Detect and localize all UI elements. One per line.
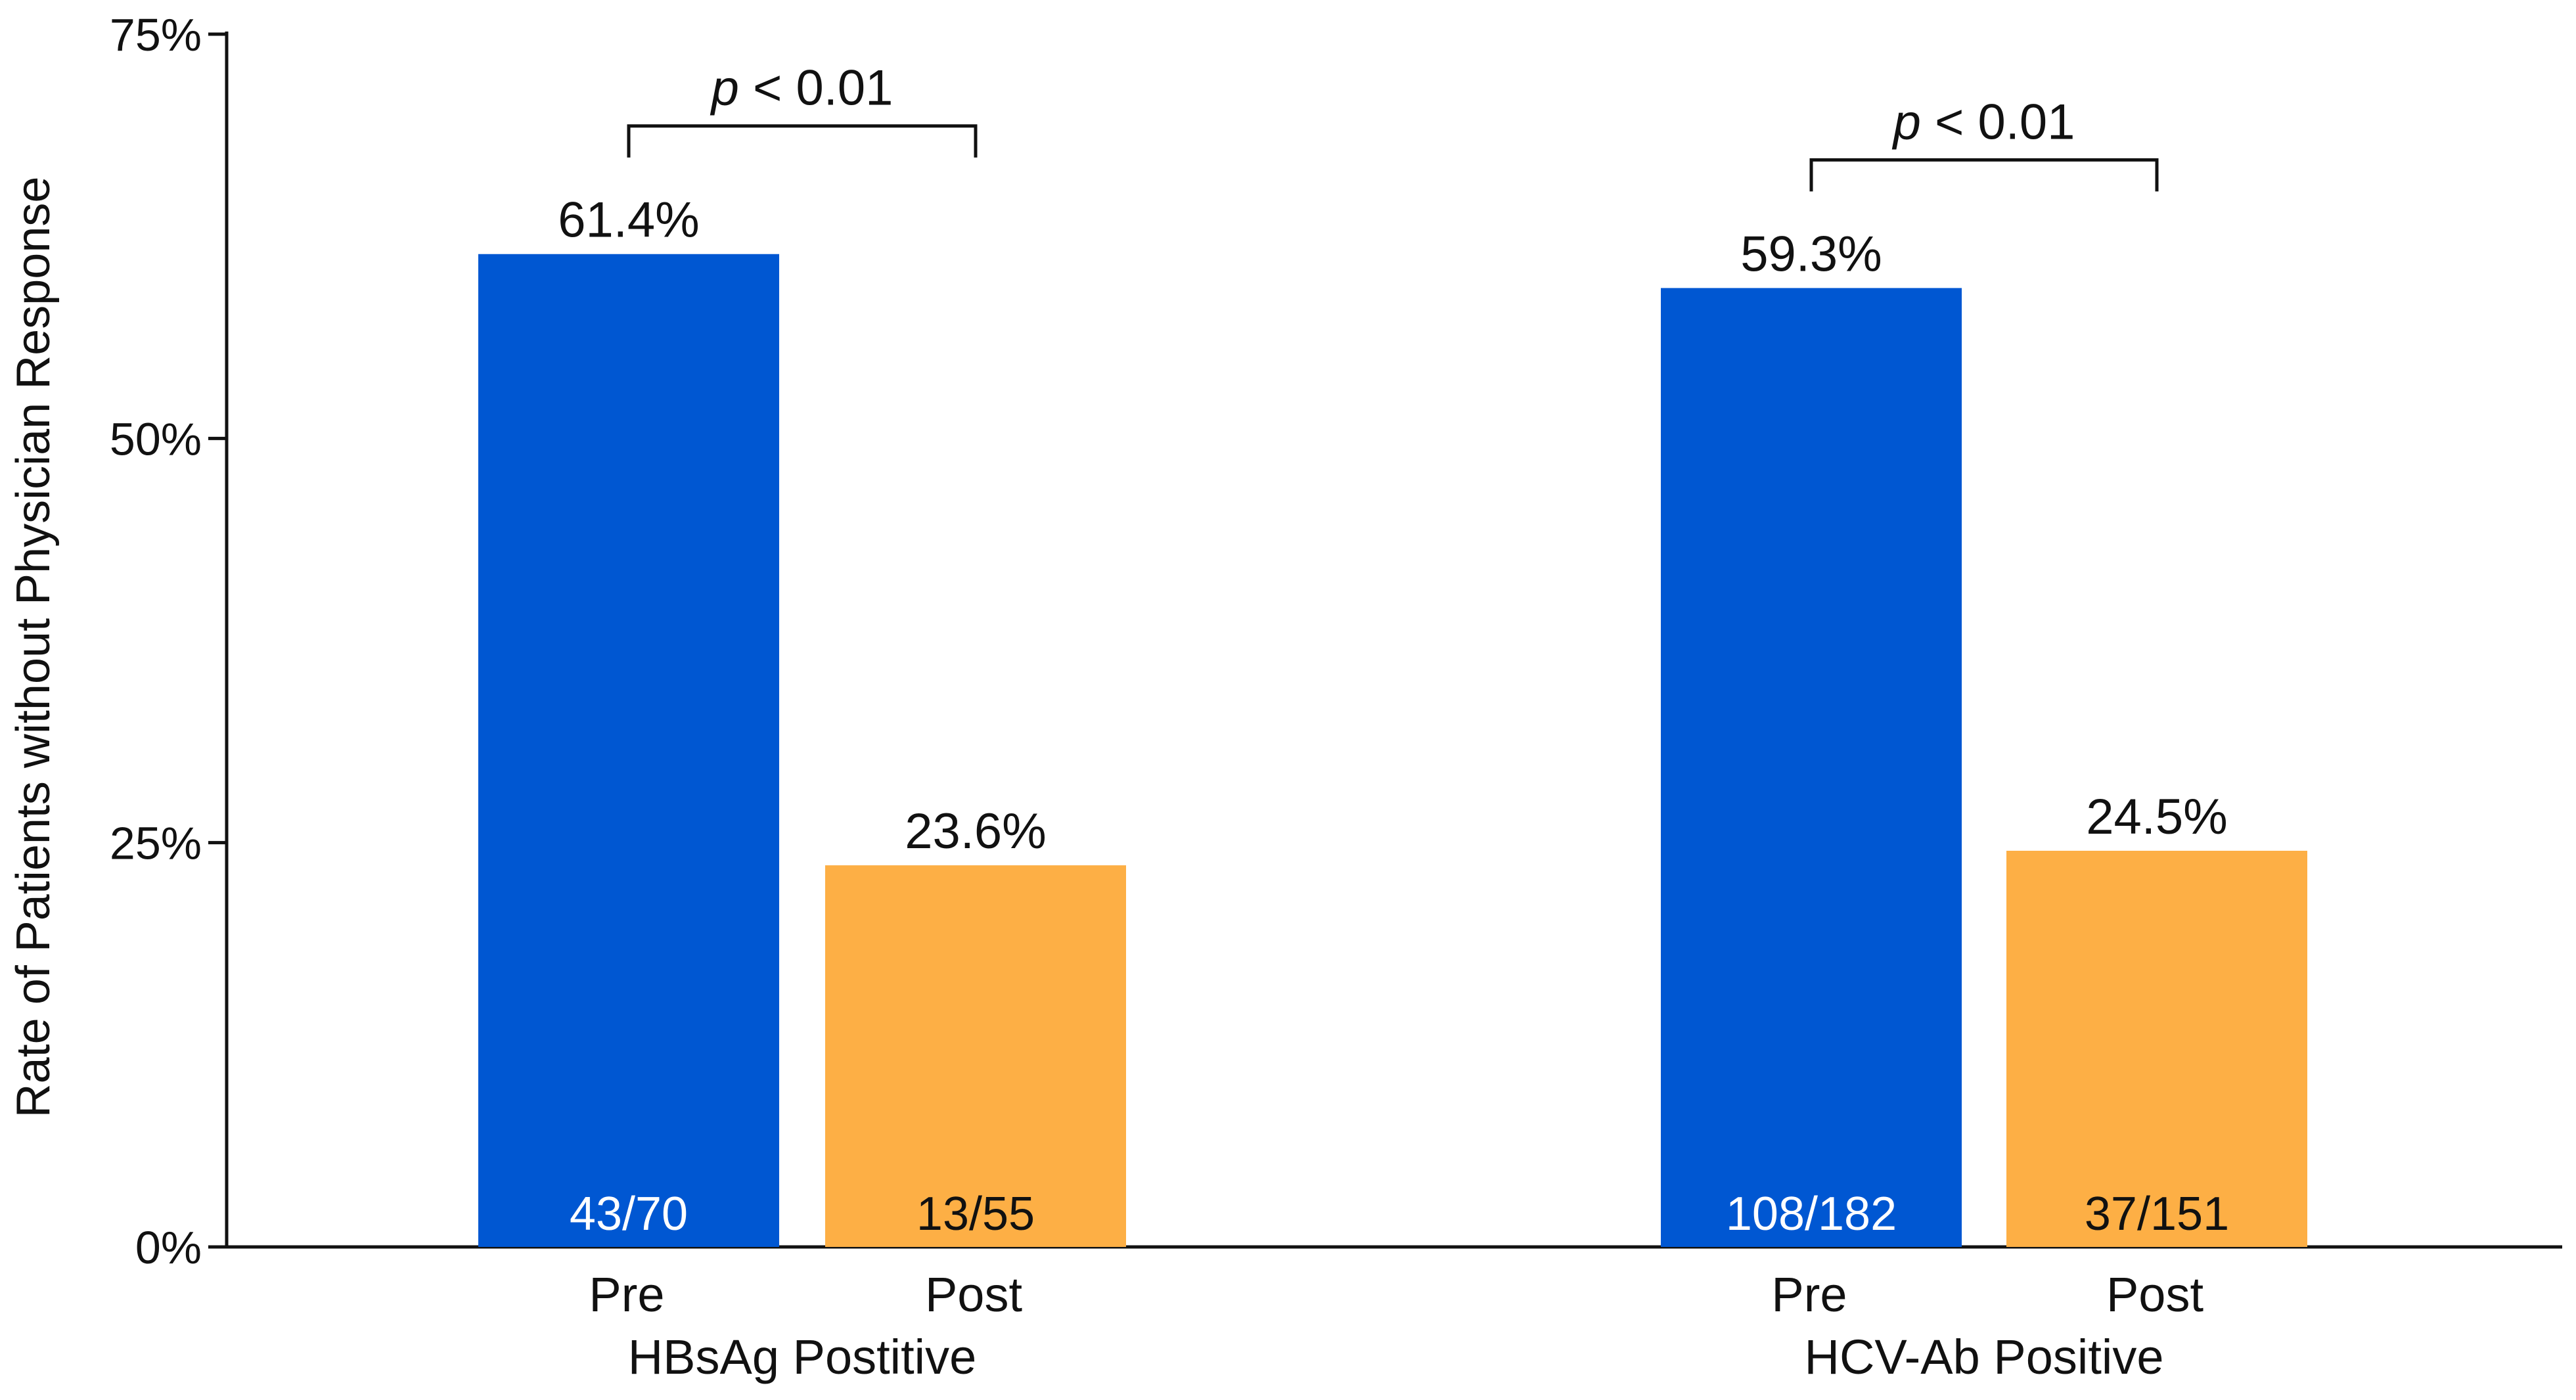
significance-brackets [627, 124, 2159, 192]
y-axis-title: Rate of Patients without Physician Respo… [7, 177, 60, 1118]
bar-count-label: 13/55 [916, 1188, 1035, 1240]
labels: 61.4% 43/70 Pre 23.6% 13/55 Post HBsAg Postiti… [558, 60, 2229, 1384]
x-group-label: HCV-Ab Positive [1805, 1330, 2164, 1384]
bar [478, 254, 779, 1247]
p-value-symbol: p [710, 60, 739, 116]
bars [478, 254, 2307, 1247]
x-category-label: Post [2106, 1267, 2204, 1322]
bar-count-label: 43/70 [570, 1188, 688, 1240]
p-value-text: < 0.01 [739, 60, 893, 116]
significance-bracket [627, 124, 978, 158]
bar-count-label: 37/151 [2085, 1188, 2229, 1240]
bar-count-label: 108/182 [1726, 1188, 1897, 1240]
significance-bracket [1809, 158, 2159, 192]
y-tick-label: 25% [110, 818, 202, 869]
p-value-symbol: p [1892, 94, 1921, 150]
x-category-label: Pre [589, 1267, 664, 1322]
bar-value-label: 23.6% [905, 803, 1047, 859]
x-group-label: HBsAg Postitive [628, 1330, 977, 1384]
y-tick-label: 0% [135, 1222, 202, 1273]
x-category-label: Pre [1771, 1267, 1847, 1322]
y-tick-label: 75% [110, 9, 202, 60]
bar [825, 865, 1126, 1247]
y-tick-label: 50% [110, 413, 202, 464]
bar-value-label: 61.4% [558, 192, 700, 248]
bar [2006, 850, 2307, 1247]
p-value-text: < 0.01 [1921, 94, 2075, 150]
bar [1661, 288, 1962, 1247]
bar-value-label: 24.5% [2086, 789, 2228, 845]
p-value-label: p < 0.01 [1892, 94, 2075, 150]
bar-value-label: 59.3% [1740, 226, 1882, 282]
p-value-label: p < 0.01 [710, 60, 893, 116]
x-category-label: Post [925, 1267, 1023, 1322]
